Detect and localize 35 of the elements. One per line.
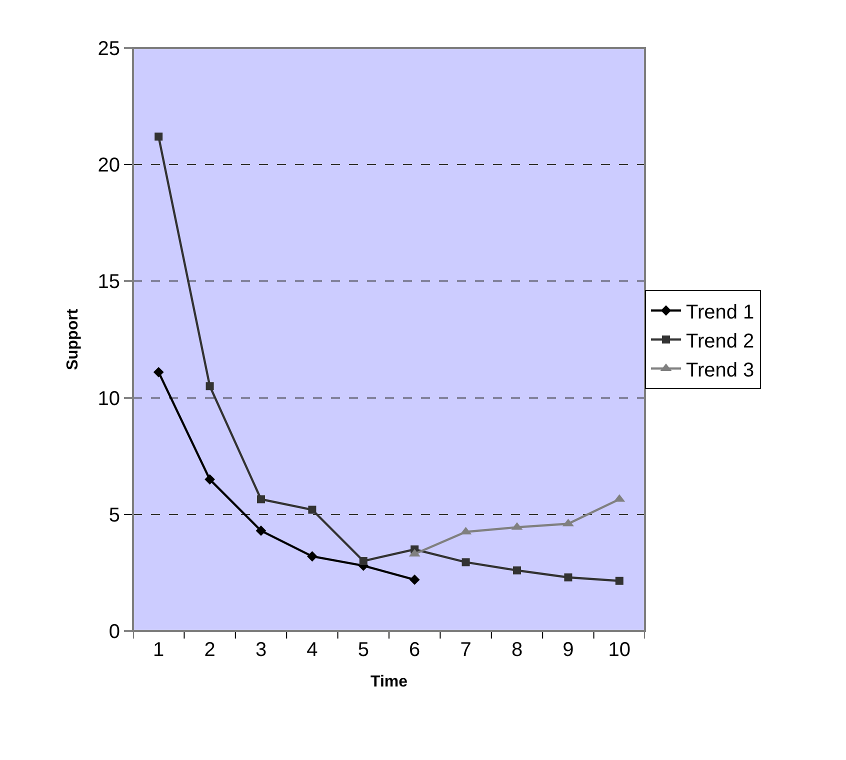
x-tick-label: 4 [306,639,318,661]
x-tick-label: 7 [460,639,472,661]
point [462,558,470,566]
legend-label: Trend 2 [686,330,754,352]
y-tick-label: 25 [98,38,120,60]
x-tick-label: 2 [204,639,216,661]
y-tick-label: 5 [108,504,120,526]
y-axis-title: Support [64,308,82,370]
point [615,576,624,585]
legend-label: Trend 1 [686,301,754,324]
x-tick-label: 5 [358,639,369,661]
x-tick-label: 8 [511,639,523,661]
point [307,551,318,562]
y-tick-label: 0 [108,621,120,643]
x-tick-label: 9 [562,639,574,661]
legend-label: Trend 3 [686,359,754,382]
point [359,557,368,566]
point [204,474,215,485]
point [206,382,214,390]
point [513,566,521,574]
y-tick-label: 20 [98,154,120,177]
point [564,573,572,582]
point [256,526,266,536]
point [153,366,164,378]
x-tick-label: 3 [255,639,267,661]
y-tick-label: 15 [98,271,120,294]
point [409,574,420,585]
y-tick-label: 10 [98,388,120,410]
point [154,132,163,141]
x-tick-label: 1 [153,639,164,661]
x-tick-label: 6 [409,639,420,661]
point [257,495,265,504]
x-tick-label: 10 [608,639,631,661]
point [308,506,316,514]
x-axis-title: Time [370,674,408,691]
